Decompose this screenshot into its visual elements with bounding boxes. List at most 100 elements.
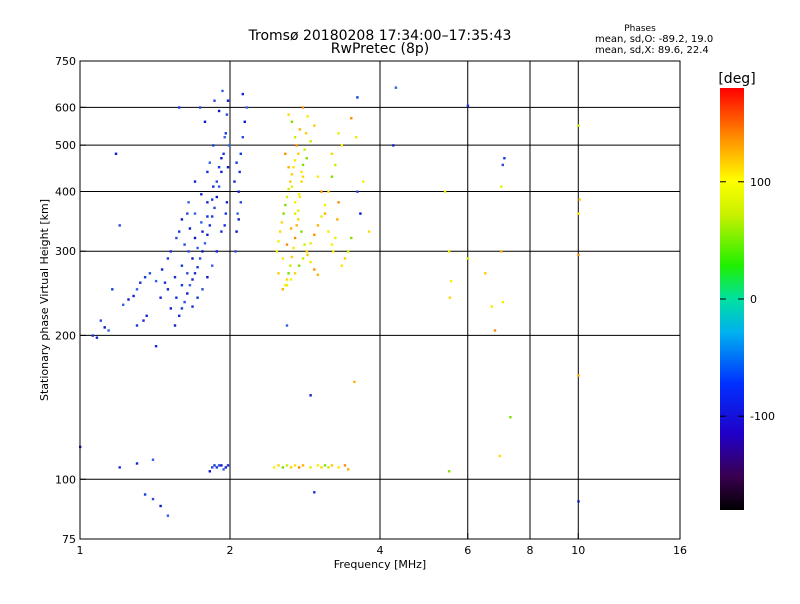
x-mode-point (275, 250, 278, 253)
y-tick-label: 200 (55, 329, 76, 342)
o-mode-point (191, 305, 194, 308)
o-mode-point (188, 227, 192, 230)
x-mode-point (287, 187, 290, 191)
o-mode-point (159, 296, 162, 299)
x-mode-point (289, 466, 293, 469)
o-mode-point (186, 212, 189, 215)
o-mode-point (203, 120, 207, 123)
o-mode-point (206, 201, 209, 204)
x-mode-point (290, 185, 294, 188)
o-mode-point (220, 464, 223, 467)
x-mode-point (297, 193, 301, 196)
x-mode-point (289, 227, 293, 230)
x-mode-point (290, 255, 294, 259)
o-mode-point (235, 161, 238, 164)
o-mode-point (220, 170, 223, 174)
x-mode-point (301, 163, 305, 167)
x-mode-point (305, 157, 308, 160)
o-mode-point (193, 212, 197, 215)
x-mode-point (316, 224, 320, 227)
x-mode-point (447, 470, 451, 473)
o-mode-point (211, 466, 214, 469)
o-mode-point (222, 468, 225, 471)
x-mode-point (449, 279, 453, 283)
o-mode-point (217, 185, 221, 188)
x-mode-point (347, 250, 350, 253)
o-mode-point (201, 250, 204, 253)
o-mode-point (235, 230, 238, 233)
o-mode-point (135, 288, 139, 291)
x-mode-point (285, 464, 289, 467)
x-mode-point (292, 166, 295, 169)
o-mode-point (213, 464, 216, 467)
x-mode-point (323, 203, 327, 207)
colorbar-tick-label: 0 (750, 293, 757, 306)
o-mode-point (154, 279, 158, 283)
o-mode-point (226, 99, 230, 102)
o-mode-point (99, 319, 102, 322)
x-mode-point (297, 209, 300, 212)
x-mode-point (300, 230, 303, 233)
o-mode-point (234, 250, 237, 253)
o-mode-point (237, 218, 240, 221)
o-mode-point (206, 276, 209, 279)
y-tick-label: 600 (55, 101, 76, 114)
x-mode-point (281, 257, 284, 260)
x-mode-point (277, 240, 280, 243)
x-mode-point (293, 136, 297, 139)
x-mode-point (285, 195, 289, 199)
x-mode-point (293, 201, 297, 204)
x-mode-point (447, 250, 451, 253)
x-mode-point (277, 464, 280, 467)
x-mode-point (297, 264, 301, 267)
x-tick-label: 10 (571, 544, 585, 557)
x-mode-point (290, 173, 294, 176)
x-mode-point (350, 117, 353, 120)
o-mode-point (178, 106, 181, 109)
o-mode-point (356, 96, 359, 99)
o-mode-point (359, 212, 362, 215)
x-mode-point (500, 250, 503, 253)
x-mode-point (280, 221, 284, 224)
o-mode-point (198, 257, 202, 260)
x-mode-point (340, 264, 343, 267)
o-mode-point (241, 136, 244, 139)
o-mode-point (215, 466, 218, 469)
o-mode-point (111, 288, 114, 291)
x-mode-point (289, 264, 292, 267)
x-mode-point (500, 185, 503, 188)
o-mode-point (91, 334, 94, 337)
o-mode-point (103, 326, 106, 329)
o-mode-point (221, 89, 224, 93)
x-mode-point (309, 242, 312, 245)
x-mode-point (281, 288, 284, 291)
y-axis-label: Stationary phase Virtual Height [km] (38, 199, 51, 401)
o-mode-point (122, 303, 125, 306)
x-mode-point (316, 464, 320, 467)
o-mode-point (201, 230, 204, 233)
x-mode-point (281, 466, 284, 469)
stats-heading: Phases (624, 24, 656, 34)
x-mode-point (347, 468, 350, 471)
chart-title: Tromsø 20180208 17:34:00–17:35:43 (248, 28, 512, 44)
o-mode-point (114, 152, 118, 155)
x-mode-point (309, 260, 312, 264)
o-mode-point (224, 466, 227, 469)
x-mode-point (300, 180, 303, 183)
x-mode-point (301, 175, 305, 178)
x-mode-point (309, 466, 312, 469)
x-mode-point (320, 466, 323, 469)
o-mode-point (183, 300, 186, 304)
colorbar-tick-label: -100 (750, 410, 775, 423)
o-mode-point (175, 236, 178, 240)
x-mode-point (466, 257, 470, 260)
o-mode-point (191, 278, 194, 281)
x-mode-point (293, 212, 297, 215)
o-mode-point (226, 166, 230, 169)
o-mode-point (206, 170, 209, 174)
x-mode-point (490, 305, 493, 308)
o-mode-point (154, 345, 158, 348)
o-mode-point (186, 292, 189, 295)
x-mode-point (290, 120, 294, 123)
x-mode-point (313, 233, 316, 236)
